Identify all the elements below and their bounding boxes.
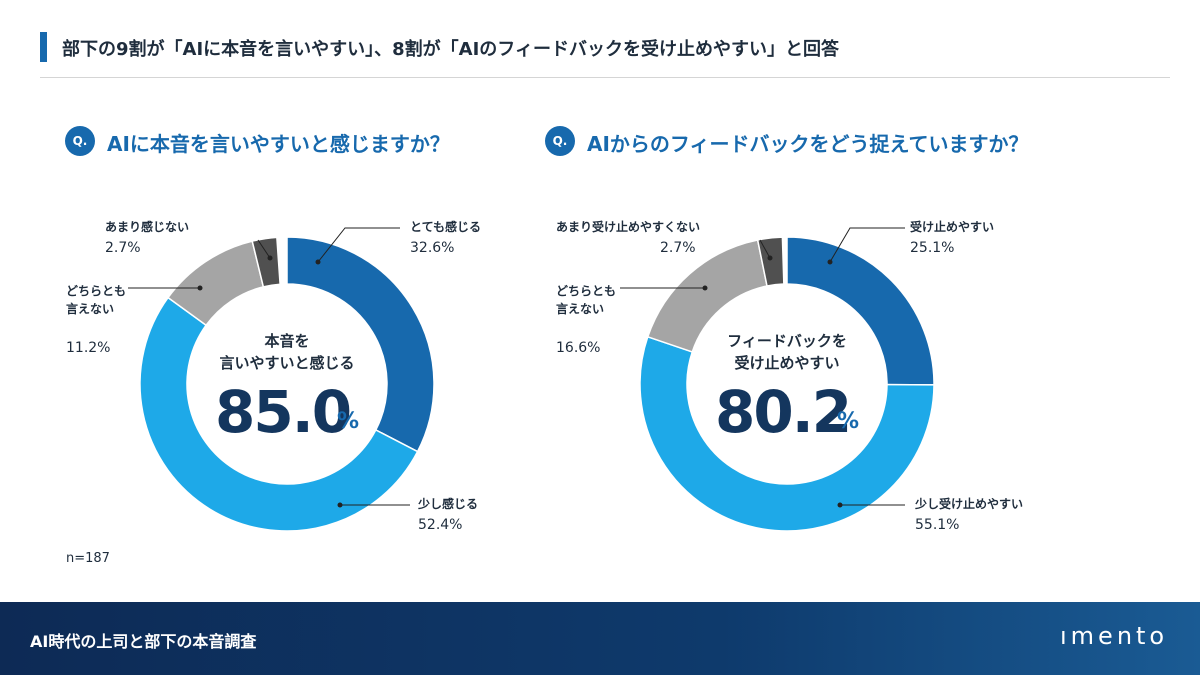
donut-segment xyxy=(286,236,435,453)
sample-note: n=187 xyxy=(66,551,110,566)
donut-segment xyxy=(639,335,935,532)
leader-dot xyxy=(837,502,843,508)
category-label: 受け止めやすい xyxy=(910,220,995,234)
value-label: 11.2% xyxy=(66,340,111,356)
category-label: 少し受け止めやすい xyxy=(915,497,1024,511)
center-value: 80.2 xyxy=(715,378,852,446)
footer-title: AI時代の上司と部下の本音調査 xyxy=(30,632,257,651)
logo: ımento xyxy=(1060,622,1169,650)
value-label: 52.4% xyxy=(418,517,463,533)
donut-segment xyxy=(756,236,785,287)
center-label: 本音を 言いやすいと感じる xyxy=(219,332,355,372)
leader-dot xyxy=(315,259,321,265)
leader-dot xyxy=(197,285,203,291)
category-label: あまり受け止めやすくない xyxy=(556,220,701,234)
page-title: 部下の9割が「AIに本音を言いやすい」、8割が「AIのフィードバックを受け止めや… xyxy=(62,39,839,60)
center-label: フィードバックを 受け止めやすい xyxy=(727,332,847,372)
question-marker: Q. xyxy=(65,126,95,156)
category-label: どちらとも 言えない xyxy=(556,284,617,316)
question-marker: Q. xyxy=(545,126,575,156)
category-label: 少し感じる xyxy=(418,497,479,511)
leader-dot xyxy=(827,259,833,265)
leader-dot xyxy=(767,255,773,261)
footer-bar xyxy=(0,602,1200,675)
value-label: 25.1% xyxy=(910,240,955,256)
divider xyxy=(40,77,1170,78)
question-title: AIからのフィードバックをどう捉えていますか？ xyxy=(587,132,1029,156)
leader-dot xyxy=(337,502,343,508)
leader-line xyxy=(759,239,771,259)
value-label: 55.1% xyxy=(915,517,960,533)
category-label: とても感じる xyxy=(410,220,482,234)
leader-line xyxy=(829,227,905,263)
value-label: 16.6% xyxy=(556,340,601,356)
leader-dot xyxy=(267,255,273,261)
title-accent xyxy=(40,32,47,62)
category-label: あまり感じない xyxy=(105,220,190,234)
donut-segment xyxy=(251,236,281,288)
value-label: 32.6% xyxy=(410,240,455,256)
value-label: 2.7% xyxy=(660,240,696,256)
center-value: 85.0 xyxy=(215,378,352,446)
center-unit: % xyxy=(337,409,360,434)
value-label: 2.7% xyxy=(105,240,141,256)
category-label: どちらとも 言えない xyxy=(66,284,127,316)
donut-segment xyxy=(139,296,419,532)
question-title: AIに本音を言いやすいと感じますか？ xyxy=(107,132,450,156)
center-unit: % xyxy=(837,409,860,434)
leader-line xyxy=(257,239,271,259)
leader-dot xyxy=(702,285,708,291)
leader-line xyxy=(317,227,400,263)
